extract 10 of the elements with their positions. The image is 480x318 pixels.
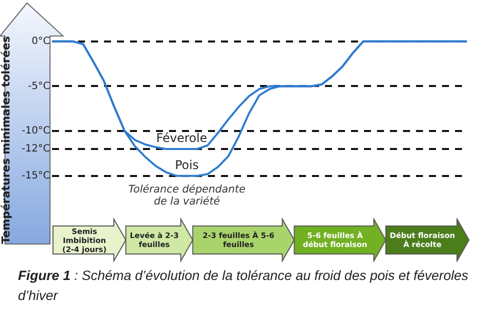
y-tick-label: -10°C	[22, 126, 50, 137]
y-tick-label: -5°C	[28, 80, 50, 92]
y-tick-label: -15°C	[22, 170, 50, 182]
series-label: Féverole	[156, 131, 208, 146]
annotation: Tolérance dépendante de la variété	[128, 184, 246, 208]
series-label: Pois	[175, 158, 199, 172]
chart-title: Figure 1 : Schéma d’évolution de la tolérance au froid des pois et féveroles d’hiver	[18, 268, 468, 303]
y-axis-title: Températures minimales tolérées	[0, 36, 12, 244]
y-tick-label: 0°C	[32, 36, 50, 47]
y-tick-label: -12°C	[22, 144, 50, 155]
